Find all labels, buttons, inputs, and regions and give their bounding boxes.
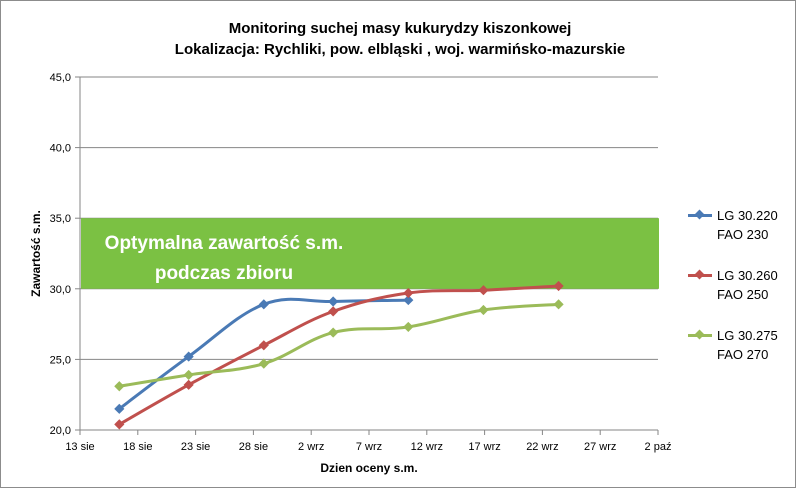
data-point-marker xyxy=(328,296,338,306)
x-tick-label: 22 wrz xyxy=(526,441,558,453)
x-tick-label: 13 sie xyxy=(65,441,94,453)
x-tick-label: 7 wrz xyxy=(356,441,382,453)
data-point-marker xyxy=(553,299,563,309)
x-tick-labels: 13 sie 18 sie 23 sie 28 sie 2 wrz 7 wrz 12 wrz… xyxy=(65,441,671,453)
y-tick-label: 45,0 xyxy=(50,72,71,84)
x-tick-label: 12 wrz xyxy=(411,441,443,453)
band-label-line2: podczas zbioru xyxy=(155,263,293,284)
x-tick-label: 28 sie xyxy=(239,441,268,453)
data-point-marker xyxy=(259,299,269,309)
data-point-marker xyxy=(259,359,269,369)
legend-item-1: LG 30.220 FAO 230 xyxy=(688,206,796,266)
data-point-marker xyxy=(403,288,413,298)
series-layer xyxy=(114,281,563,430)
legend-label: LG 30.220 FAO 230 xyxy=(717,206,796,244)
optimal-band-layer: Optymalna zawartość s.m. podczas zbioru xyxy=(81,218,659,289)
legend: LG 30.220 FAO 230 LG 30.260 FAO 250 LG 30.… xyxy=(688,206,796,386)
x-tick-label: 27 wrz xyxy=(584,441,616,453)
series-line xyxy=(119,299,408,409)
x-axis-title: Dzien oceny s.m. xyxy=(320,461,417,475)
x-tick-label: 17 wrz xyxy=(468,441,500,453)
legend-label: LG 30.260 FAO 250 xyxy=(717,266,796,304)
y-tick-label: 40,0 xyxy=(50,143,71,155)
data-point-marker xyxy=(184,370,194,380)
series-1 xyxy=(114,295,413,414)
data-point-marker xyxy=(403,322,413,332)
x-tick-label: 2 paź xyxy=(645,441,672,453)
legend-swatch xyxy=(688,214,712,217)
legend-swatch xyxy=(688,334,712,337)
legend-item-2: LG 30.260 FAO 250 xyxy=(688,266,796,326)
y-tick-label: 25,0 xyxy=(50,354,71,366)
y-axis-title: Zawartość s.m. xyxy=(29,210,43,297)
legend-label: LG 30.275 FAO 270 xyxy=(717,326,796,364)
data-point-marker xyxy=(259,340,269,350)
legend-item-3: LG 30.275 FAO 270 xyxy=(688,326,796,386)
band-label-line1: Optymalna zawartość s.m. xyxy=(105,233,344,254)
x-tick-label: 23 sie xyxy=(181,441,210,453)
y-tick-label: 30,0 xyxy=(50,284,71,296)
series-2 xyxy=(114,281,563,430)
x-tick-label: 2 wrz xyxy=(298,441,324,453)
data-point-marker xyxy=(328,327,338,337)
data-point-marker xyxy=(328,306,338,316)
y-tick-label: 35,0 xyxy=(50,213,71,225)
data-point-marker xyxy=(114,381,124,391)
series-3 xyxy=(114,299,563,391)
x-tick-label: 18 sie xyxy=(123,441,152,453)
y-tick-labels: 20,0 25,0 30,0 35,0 40,0 45,0 xyxy=(50,72,71,437)
data-point-marker xyxy=(478,305,488,315)
y-tick-label: 20,0 xyxy=(50,425,71,437)
legend-swatch xyxy=(688,274,712,277)
